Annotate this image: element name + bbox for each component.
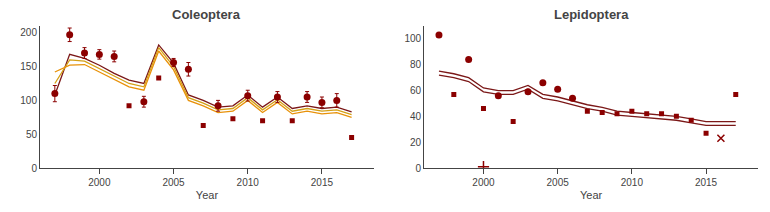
svg-text:60: 60 — [410, 85, 422, 96]
svg-text:200: 200 — [20, 27, 37, 38]
svg-text:0: 0 — [31, 163, 37, 174]
svg-text:2010: 2010 — [621, 177, 644, 188]
svg-text:80: 80 — [410, 59, 422, 70]
svg-text:2010: 2010 — [237, 177, 260, 188]
svg-text:0: 0 — [416, 163, 422, 174]
svg-text:Year: Year — [196, 189, 219, 201]
svg-text:2000: 2000 — [472, 177, 495, 188]
svg-text:2000: 2000 — [88, 177, 111, 188]
svg-text:2005: 2005 — [162, 177, 185, 188]
svg-text:Coleoptera: Coleoptera — [172, 7, 241, 22]
svg-text:Lepidoptera: Lepidoptera — [554, 7, 629, 22]
svg-text:2005: 2005 — [547, 177, 570, 188]
svg-text:Year: Year — [580, 189, 603, 201]
svg-text:100: 100 — [404, 33, 421, 44]
svg-text:20: 20 — [410, 137, 422, 148]
svg-text:50: 50 — [26, 129, 38, 140]
svg-text:40: 40 — [410, 111, 422, 122]
svg-text:150: 150 — [20, 61, 37, 72]
svg-text:2015: 2015 — [311, 177, 334, 188]
svg-text:2015: 2015 — [695, 177, 718, 188]
svg-text:100: 100 — [20, 95, 37, 106]
